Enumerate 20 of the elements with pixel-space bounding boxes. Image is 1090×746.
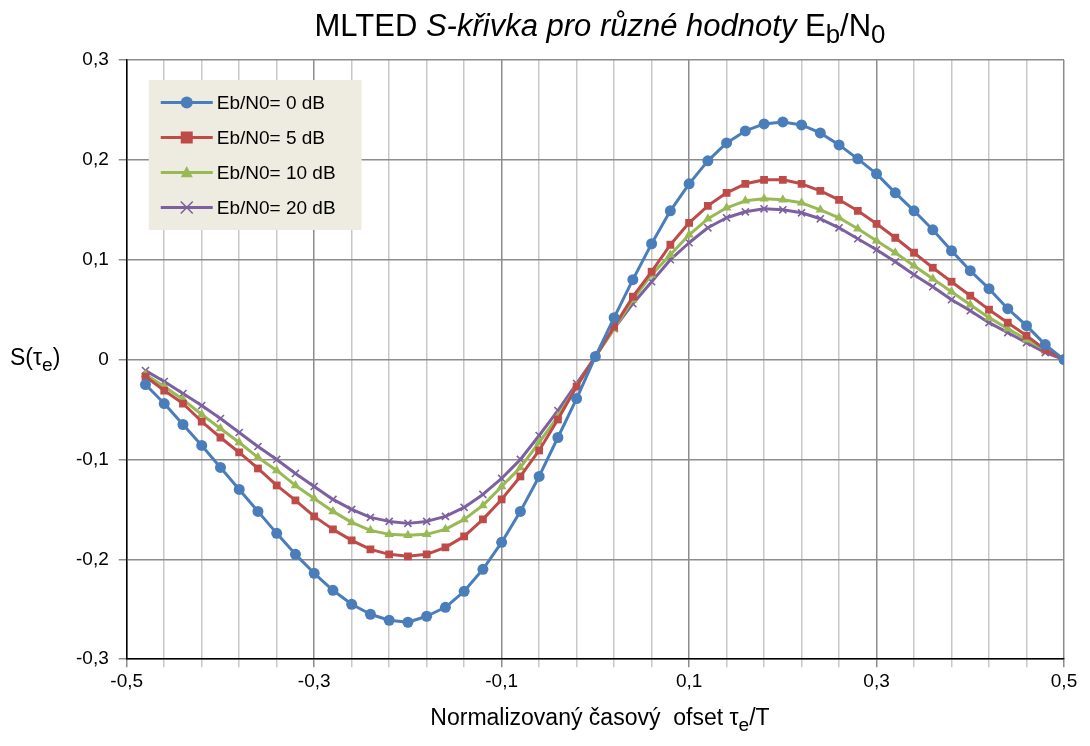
- y-tick-label: 0,1: [82, 247, 109, 269]
- y-axis-title: S(τ$_{e}$): [10, 343, 61, 376]
- x-axis-title: Normalizovaný časový ofset τ$_{e}$/T: [429, 704, 771, 736]
- legend-label: Eb/N0= 20 dB: [216, 196, 336, 218]
- y-tick-label: -0,2: [75, 547, 109, 569]
- legend-label: Eb/N0= 0 dB: [216, 91, 326, 113]
- x-tick-label: -0,1: [485, 669, 519, 691]
- y-tick-label: 0,3: [82, 48, 109, 70]
- x-tick-label: -0,5: [110, 669, 144, 691]
- y-tick-label: 0,2: [82, 148, 109, 170]
- legend-label: Eb/N0= 10 dB: [216, 161, 336, 183]
- legend-label: Eb/N0= 5 dB: [216, 126, 326, 148]
- y-tick-label: -0,1: [75, 447, 109, 469]
- chart-title: MLTED S-křivka pro různé hodnoty E$_{b}$/N$_{0}$: [314, 8, 886, 49]
- y-tick-label: -0,3: [75, 647, 109, 669]
- y-tick-label: 0: [98, 347, 109, 369]
- x-tick-label: 0,1: [675, 669, 703, 691]
- x-tick-label: 0,5: [1050, 669, 1078, 691]
- x-tick-label: -0,3: [297, 669, 331, 691]
- x-tick-label: 0,3: [863, 669, 890, 691]
